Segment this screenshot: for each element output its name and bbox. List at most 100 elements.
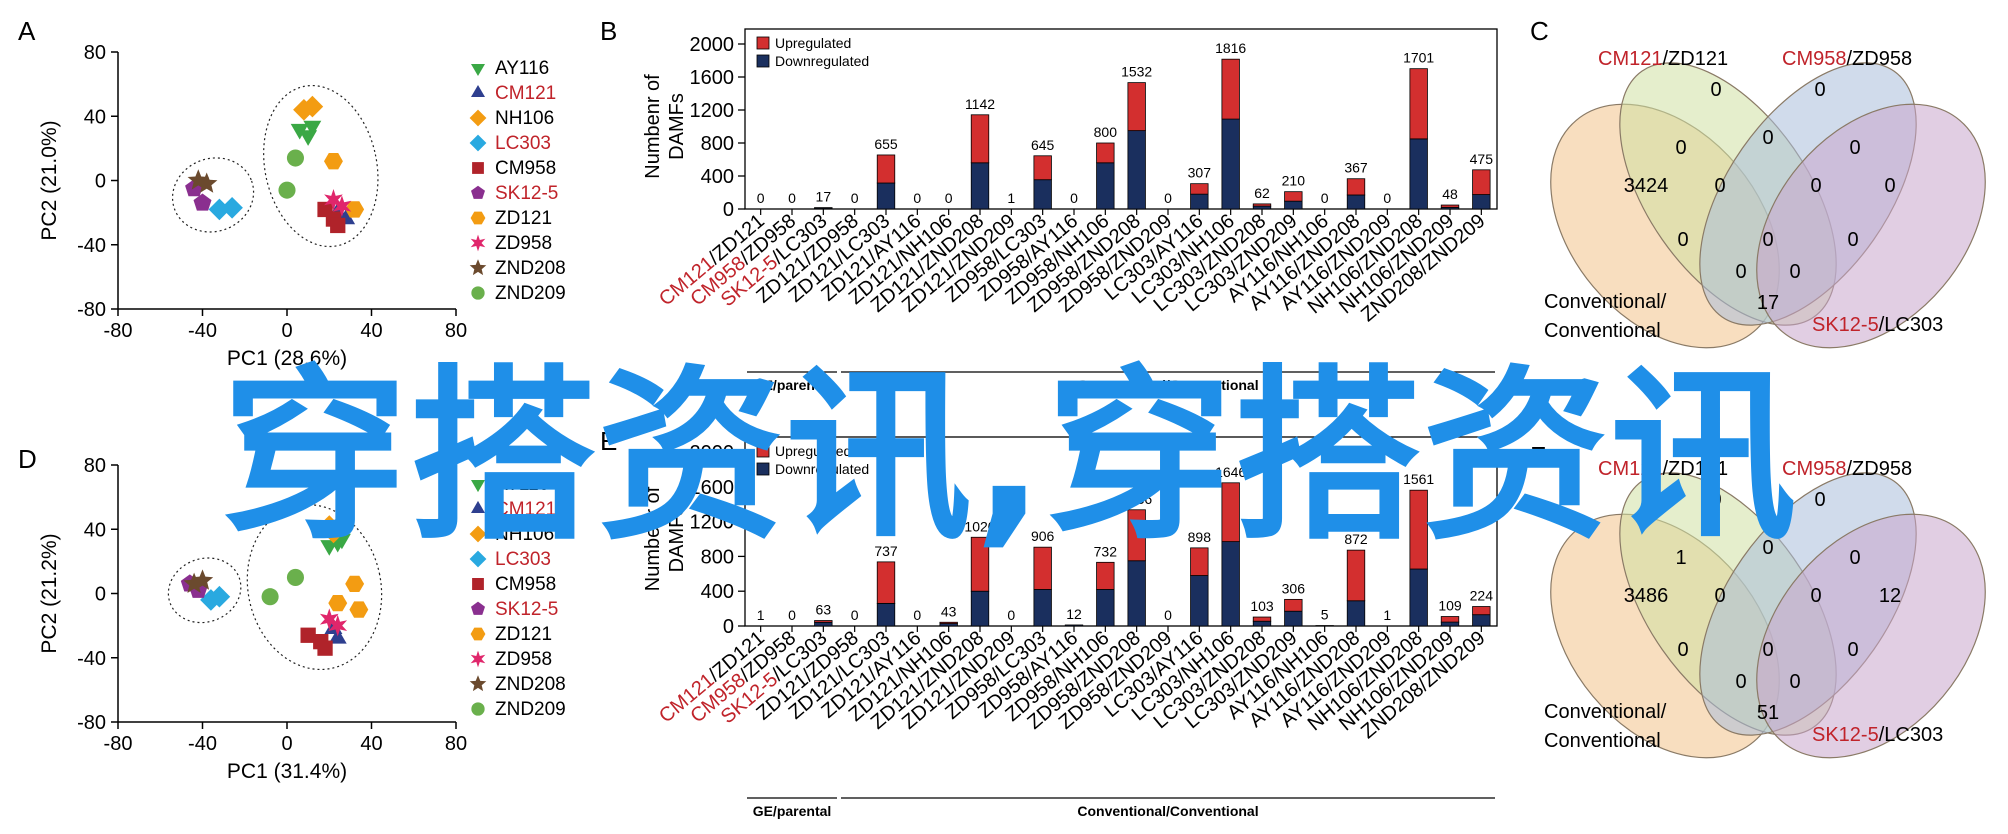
bar-total-label: 1701 (1403, 50, 1434, 66)
bar-total-label: 62 (1254, 185, 1270, 201)
y-axis-title-line: DAMFs (666, 506, 688, 573)
legend-label: NH106 (495, 524, 554, 545)
legend-swatch-up (756, 444, 770, 458)
bar-total-label: 48 (1442, 186, 1458, 202)
bar-upregulated (970, 536, 990, 592)
legend-marker-sk12-5 (471, 601, 485, 615)
bar-total-label: 12 (1066, 606, 1082, 622)
bar-downregulated (1409, 138, 1428, 210)
bar-downregulated (970, 162, 990, 210)
bar-downregulated (1409, 568, 1428, 627)
bar-total-label: 732 (1094, 543, 1118, 559)
bar-total-label: 1816 (1215, 40, 1246, 56)
legend-label: NH106 (495, 108, 554, 129)
label-part: /ZD121 (1662, 48, 1728, 70)
y-axis-title: Numbenr of DAMFs (642, 486, 688, 591)
x-tick-label: 40 (360, 733, 382, 755)
y-tick-label: 0 (723, 616, 734, 638)
bar-total-label: 210 (1282, 173, 1306, 189)
legend-label: LC303 (495, 549, 551, 570)
venn-region-count: 1 (1675, 547, 1686, 569)
data-point-znd208 (191, 569, 214, 590)
legend-label: AY116 (495, 58, 549, 79)
data-point-sk12-5 (193, 193, 212, 211)
bar-total-label: 17 (816, 189, 832, 205)
y-tick-label: 0 (95, 584, 106, 606)
venn-region-count: 3486 (1624, 585, 1669, 607)
data-point-nh106 (322, 521, 345, 544)
bar-total-label: 224 (1470, 588, 1494, 604)
bar-total-label: 1 (1383, 607, 1391, 623)
bar-upregulated (1221, 58, 1240, 120)
data-point-zd958 (328, 614, 348, 637)
venn-region-count: 0 (1735, 261, 1746, 283)
venn-region-count: 0 (1675, 137, 1686, 159)
bar-upregulated (1346, 549, 1366, 602)
bar-total-label: 43 (941, 603, 957, 619)
bar-upregulated (1284, 191, 1303, 202)
panel-letter: A (18, 16, 36, 46)
venn-set-label: Conventional (1544, 320, 1661, 342)
legend-label: SK12-5 (495, 183, 558, 204)
venn-region-count: 0 (1849, 547, 1860, 569)
bar-downregulated (1440, 621, 1460, 627)
data-point-znd208 (187, 169, 209, 190)
y-axis-title-line: Numbenr of (642, 74, 664, 179)
label-part: CM121 (1598, 458, 1662, 480)
bar-total-label: 1 (1007, 190, 1015, 206)
data-point-cm958 (300, 627, 316, 643)
legend-label: ZND208 (495, 674, 566, 695)
y-tick-label: 2000 (690, 34, 735, 56)
x-axis-title: PC1 (28.6%) (227, 347, 347, 370)
bar-total-label: 906 (1031, 528, 1055, 544)
label-part: /ZD121 (1662, 458, 1728, 480)
legend-label: ZND209 (495, 283, 566, 304)
venn-set-label: Conventional/ (1544, 701, 1667, 723)
y-tick-label: 40 (84, 519, 106, 541)
legend-label: Downregulated (775, 461, 869, 477)
bar-total-label: 872 (1344, 531, 1368, 547)
y-axis-title: PC2 (21.0%) (38, 120, 61, 240)
venn-region-count: 0 (1814, 79, 1825, 101)
legend-marker-lc303 (469, 550, 487, 568)
bar-downregulated (1221, 541, 1240, 627)
bar-upregulated (1096, 561, 1115, 590)
y-tick-label: 0 (723, 199, 734, 221)
venn-region-count: 0 (1789, 671, 1800, 693)
bar-total-label: 0 (1070, 190, 1078, 206)
legend-marker-znd208 (469, 259, 487, 276)
cluster-ellipse (246, 504, 383, 671)
bar-downregulated (1472, 614, 1491, 627)
legend-label: ZD121 (495, 208, 552, 229)
data-point-zd958 (332, 195, 352, 217)
x-axis-title: PC1 (31.4%) (227, 760, 347, 783)
legend-marker-cm121 (471, 500, 485, 513)
bar-downregulated (876, 182, 896, 210)
legend-swatch-down (756, 54, 770, 68)
bar-upregulated (1440, 204, 1460, 208)
bar-upregulated (970, 114, 990, 164)
venn-region-count: 0 (1847, 639, 1858, 661)
legend-marker-zd958 (470, 650, 486, 668)
venn-region-count: 0 (1762, 639, 1773, 661)
legend-label: CM121 (495, 83, 556, 104)
data-point-ay116 (303, 120, 322, 137)
bar-total-label: 800 (1094, 124, 1118, 140)
data-point-zd121 (349, 601, 369, 618)
data-point-zd121 (328, 595, 348, 612)
venn-region-count: 0 (1847, 229, 1858, 251)
bar-total-label: 1020 (964, 518, 995, 534)
x-tick-label: 40 (360, 320, 382, 342)
venn-set-label: CM958/ZD958 (1782, 458, 1912, 480)
bar-downregulated (1033, 589, 1052, 627)
venn-set-ellipse (1756, 103, 1986, 349)
bar-upregulated (1409, 68, 1428, 140)
bar-downregulated (970, 590, 990, 627)
panel-letter: D (18, 444, 37, 474)
venn-set-label: SK12-5/LC303 (1812, 314, 1943, 336)
x-tick-label: 0 (281, 320, 292, 342)
bar-downregulated (814, 621, 833, 627)
legend-label: Upregulated (775, 443, 851, 459)
legend-label: AY116 (495, 474, 549, 495)
